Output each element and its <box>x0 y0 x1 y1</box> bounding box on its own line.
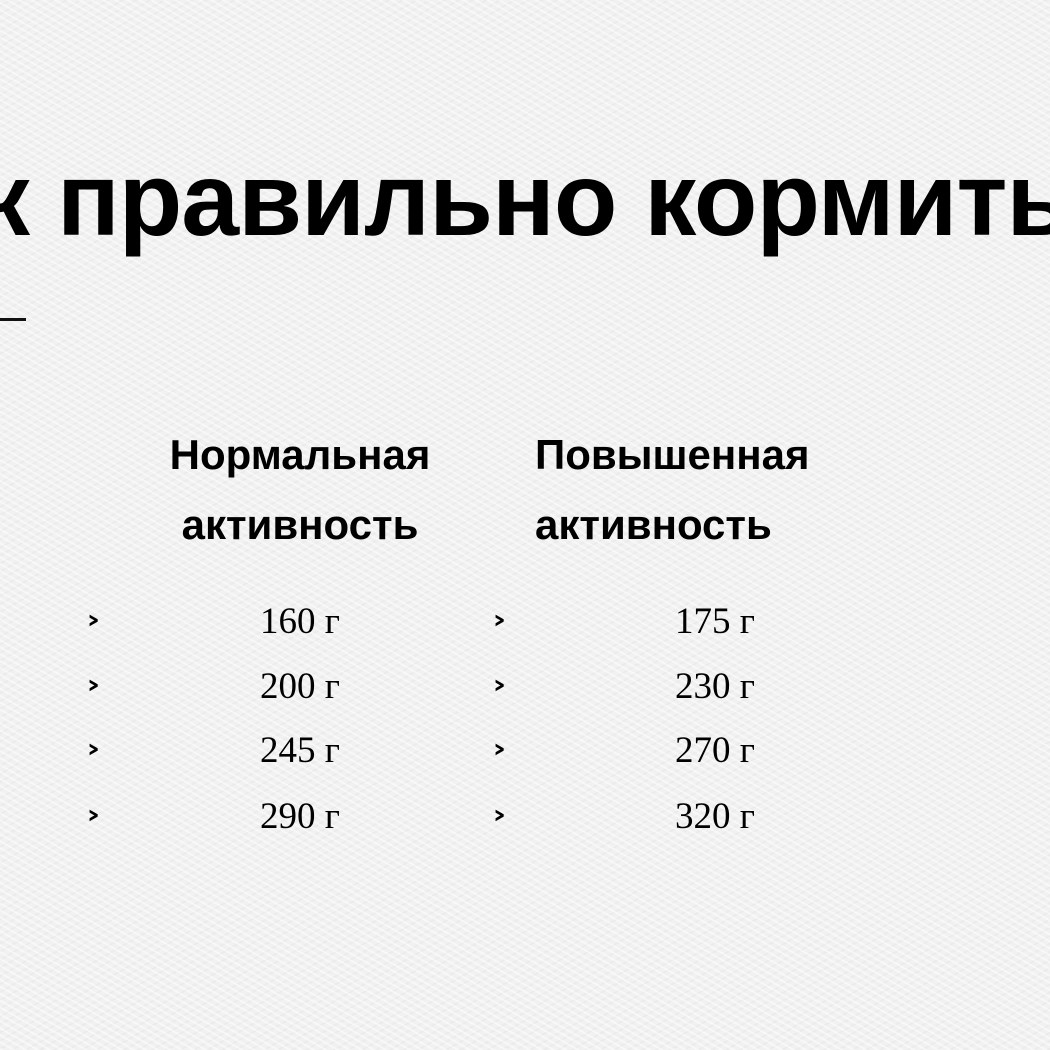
list-item: 270 г <box>675 730 755 771</box>
list-item: 290 г <box>260 796 340 837</box>
heading-line: активность <box>181 501 419 548</box>
chevron-right-icon: › <box>492 605 507 635</box>
heading-line: активность <box>535 501 772 548</box>
heading-line: Нормальная <box>169 431 431 478</box>
chevron-right-icon: › <box>492 800 507 830</box>
list-item: 230 г <box>675 666 755 707</box>
list-item: 320 г <box>675 796 755 837</box>
slide-title: к правильно кормить <box>0 142 1050 258</box>
chevron-right-icon: › <box>86 670 101 700</box>
chevron-right-icon: › <box>86 734 101 764</box>
divider <box>0 318 26 321</box>
chevron-right-icon: › <box>86 605 101 635</box>
list-item: 245 г <box>260 730 340 771</box>
heading-line: Повышенная <box>535 431 810 478</box>
list-item: 160 г <box>260 601 340 642</box>
chevron-right-icon: › <box>492 734 507 764</box>
chevron-right-icon: › <box>492 670 507 700</box>
column-heading-high: Повышенная активность <box>520 420 925 560</box>
column-heading-normal: Нормальная активность <box>125 420 475 560</box>
list-item: 175 г <box>675 601 755 642</box>
chevron-right-icon: › <box>86 800 101 830</box>
list-item: 200 г <box>260 666 340 707</box>
